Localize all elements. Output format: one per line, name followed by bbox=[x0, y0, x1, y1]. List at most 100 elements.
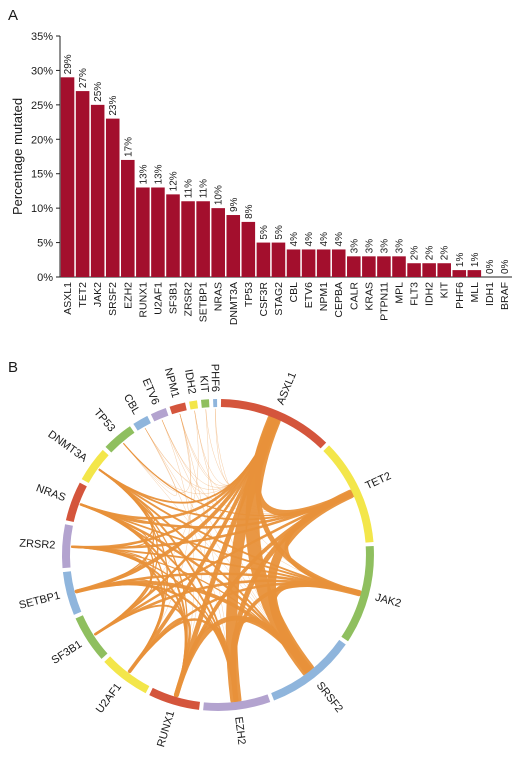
x-tick-label: CSF3R bbox=[258, 282, 270, 317]
bar bbox=[377, 256, 391, 277]
x-tick-label: CALR bbox=[348, 282, 360, 310]
y-tick-label: 0% bbox=[37, 272, 53, 284]
bar bbox=[75, 91, 90, 277]
x-tick-label: NPM1 bbox=[318, 282, 330, 311]
ring-segment bbox=[65, 482, 87, 523]
x-tick-label: NRAS bbox=[213, 282, 225, 311]
data-label: 0% bbox=[500, 259, 511, 274]
panel-a-label: A bbox=[8, 7, 18, 24]
data-label: 10% bbox=[214, 185, 225, 205]
x-tick-label: ETV6 bbox=[303, 282, 315, 308]
panel-b-label: B bbox=[8, 359, 18, 376]
x-tick-label: PTPN11 bbox=[378, 282, 390, 321]
data-label: 4% bbox=[319, 232, 330, 247]
data-label: 1% bbox=[455, 253, 466, 268]
y-tick-label: 30% bbox=[31, 65, 53, 77]
data-label: 4% bbox=[304, 232, 315, 247]
node-label: EZH2 bbox=[232, 716, 247, 745]
x-tick-label: KRAS bbox=[363, 282, 375, 311]
x-tick-label: U2AF1 bbox=[152, 282, 164, 315]
y-tick-label: 15% bbox=[31, 169, 53, 181]
data-label: 3% bbox=[379, 239, 390, 254]
y-tick-label: 35% bbox=[31, 31, 53, 43]
bar bbox=[392, 256, 406, 277]
data-label: 3% bbox=[395, 239, 406, 254]
bar bbox=[151, 187, 165, 277]
x-tick-label: CEPBA bbox=[333, 282, 345, 318]
x-tick-label: DNMT3A bbox=[228, 282, 240, 325]
data-label: 11% bbox=[184, 179, 195, 198]
bar bbox=[121, 159, 135, 277]
x-tick-label: SETBP1 bbox=[198, 282, 210, 322]
x-tick-label: RUNX1 bbox=[137, 282, 149, 318]
data-label: 8% bbox=[244, 204, 255, 219]
x-tick-label: FLT3 bbox=[409, 282, 421, 306]
x-tick-label: IDH1 bbox=[484, 282, 496, 306]
x-tick-label: KIT bbox=[439, 281, 451, 298]
bar bbox=[256, 242, 271, 277]
ring-segment bbox=[104, 656, 150, 694]
x-tick-label: STAG2 bbox=[273, 282, 285, 316]
data-label: 5% bbox=[274, 225, 285, 240]
x-tick-label: ASXL1 bbox=[62, 282, 74, 315]
bar-chart: 0% 5% 10% 15% 20% 25% 30% 35% Percentage mutated… bbox=[10, 31, 512, 325]
data-label: 2% bbox=[440, 246, 451, 261]
ring-segment bbox=[75, 615, 108, 659]
x-tick-label: EZH2 bbox=[122, 282, 134, 309]
ring-segment bbox=[220, 399, 327, 449]
data-label: 13% bbox=[153, 164, 164, 184]
bar bbox=[347, 256, 361, 277]
x-tick-label: JAK2 bbox=[92, 282, 104, 307]
ring-segment bbox=[203, 694, 271, 711]
data-label: 17% bbox=[123, 137, 134, 157]
ring-segment bbox=[169, 402, 187, 415]
y-tick-label: 25% bbox=[31, 100, 53, 112]
ring-segment bbox=[200, 399, 210, 408]
data-label: 3% bbox=[349, 239, 360, 254]
x-tick-label: MLL bbox=[469, 282, 481, 303]
data-label: 5% bbox=[259, 225, 270, 240]
y-axis-title: Percentage mutated bbox=[10, 98, 25, 215]
data-label: 0% bbox=[485, 259, 496, 274]
bar bbox=[136, 187, 150, 277]
bar bbox=[90, 104, 105, 277]
ring-segment bbox=[62, 524, 73, 569]
bar bbox=[286, 249, 301, 277]
data-label: 4% bbox=[289, 232, 300, 247]
ring-segment bbox=[149, 687, 201, 710]
ring-segment bbox=[341, 545, 374, 642]
bar bbox=[105, 118, 120, 277]
data-label: 29% bbox=[63, 54, 74, 74]
bar bbox=[422, 263, 436, 277]
chord-link bbox=[245, 413, 315, 677]
bar bbox=[362, 256, 376, 277]
node-label: KIT bbox=[197, 375, 210, 393]
data-label: 11% bbox=[199, 179, 210, 198]
ring-segment bbox=[271, 639, 346, 701]
x-tick-label: MPL bbox=[394, 282, 406, 304]
bar bbox=[331, 249, 346, 277]
data-label: 25% bbox=[93, 82, 104, 102]
bar bbox=[196, 201, 210, 277]
bar bbox=[181, 201, 195, 277]
data-label: 1% bbox=[470, 253, 481, 268]
data-label: 12% bbox=[169, 171, 180, 191]
x-tick-label: CBL bbox=[288, 282, 300, 303]
ring-segment bbox=[62, 571, 82, 615]
data-label: 2% bbox=[410, 246, 421, 261]
data-label: 3% bbox=[364, 239, 375, 254]
data-label: 23% bbox=[108, 96, 119, 116]
y-tick-label: 5% bbox=[37, 238, 53, 250]
node-label: IDH2 bbox=[182, 368, 198, 395]
bar bbox=[437, 263, 451, 277]
bar bbox=[211, 208, 225, 277]
bar bbox=[407, 263, 421, 277]
x-tick-label: TP53 bbox=[243, 282, 255, 307]
bar bbox=[271, 242, 286, 277]
bar bbox=[166, 194, 180, 277]
bar bbox=[467, 270, 482, 277]
node-label: PHF6 bbox=[208, 364, 221, 392]
ring-segment bbox=[133, 415, 151, 431]
